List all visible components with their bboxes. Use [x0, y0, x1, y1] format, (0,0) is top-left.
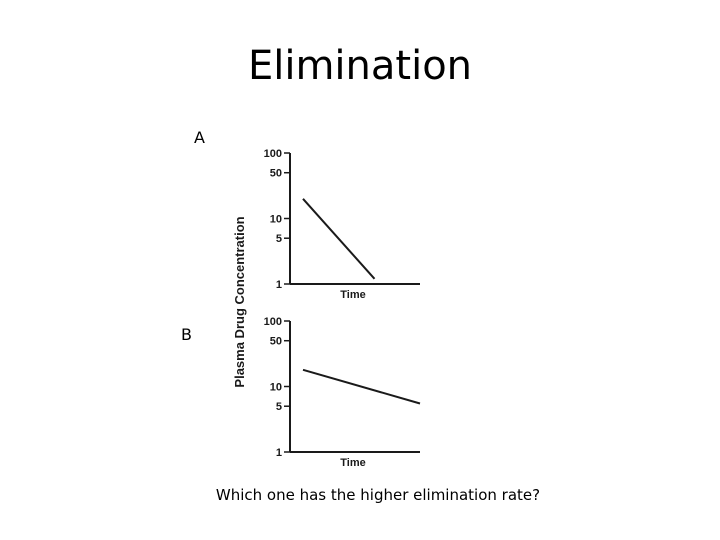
y-tick-label: 50	[270, 168, 282, 180]
y-axis-label: Plasma Drug Concentration	[232, 216, 247, 387]
elimination-line	[302, 368, 421, 405]
chart-panel-b: 100 50 10 5 1 Time	[264, 316, 421, 469]
y-tick-label: 1	[276, 279, 282, 291]
y-tick-label: 10	[270, 214, 282, 226]
y-tick-label: 1	[276, 447, 282, 459]
y-tick-label: 50	[270, 336, 282, 348]
panel-label-b: B	[181, 325, 192, 344]
y-tick-label: 5	[276, 401, 282, 413]
x-axis-label: Time	[340, 289, 365, 301]
y-tick-label: 100	[264, 148, 282, 160]
chart-panel-a: 100 50 10 5 1 Time	[264, 148, 420, 301]
question-text: Which one has the higher elimination rat…	[215, 486, 541, 504]
y-tick-label: 100	[264, 316, 282, 328]
y-tick-label: 10	[270, 382, 282, 394]
elimination-line	[302, 198, 376, 280]
y-tick-label: 5	[276, 233, 282, 245]
panel-label-a: A	[194, 128, 205, 147]
slide-title: Elimination	[247, 43, 473, 89]
x-axis-label: Time	[340, 457, 365, 469]
